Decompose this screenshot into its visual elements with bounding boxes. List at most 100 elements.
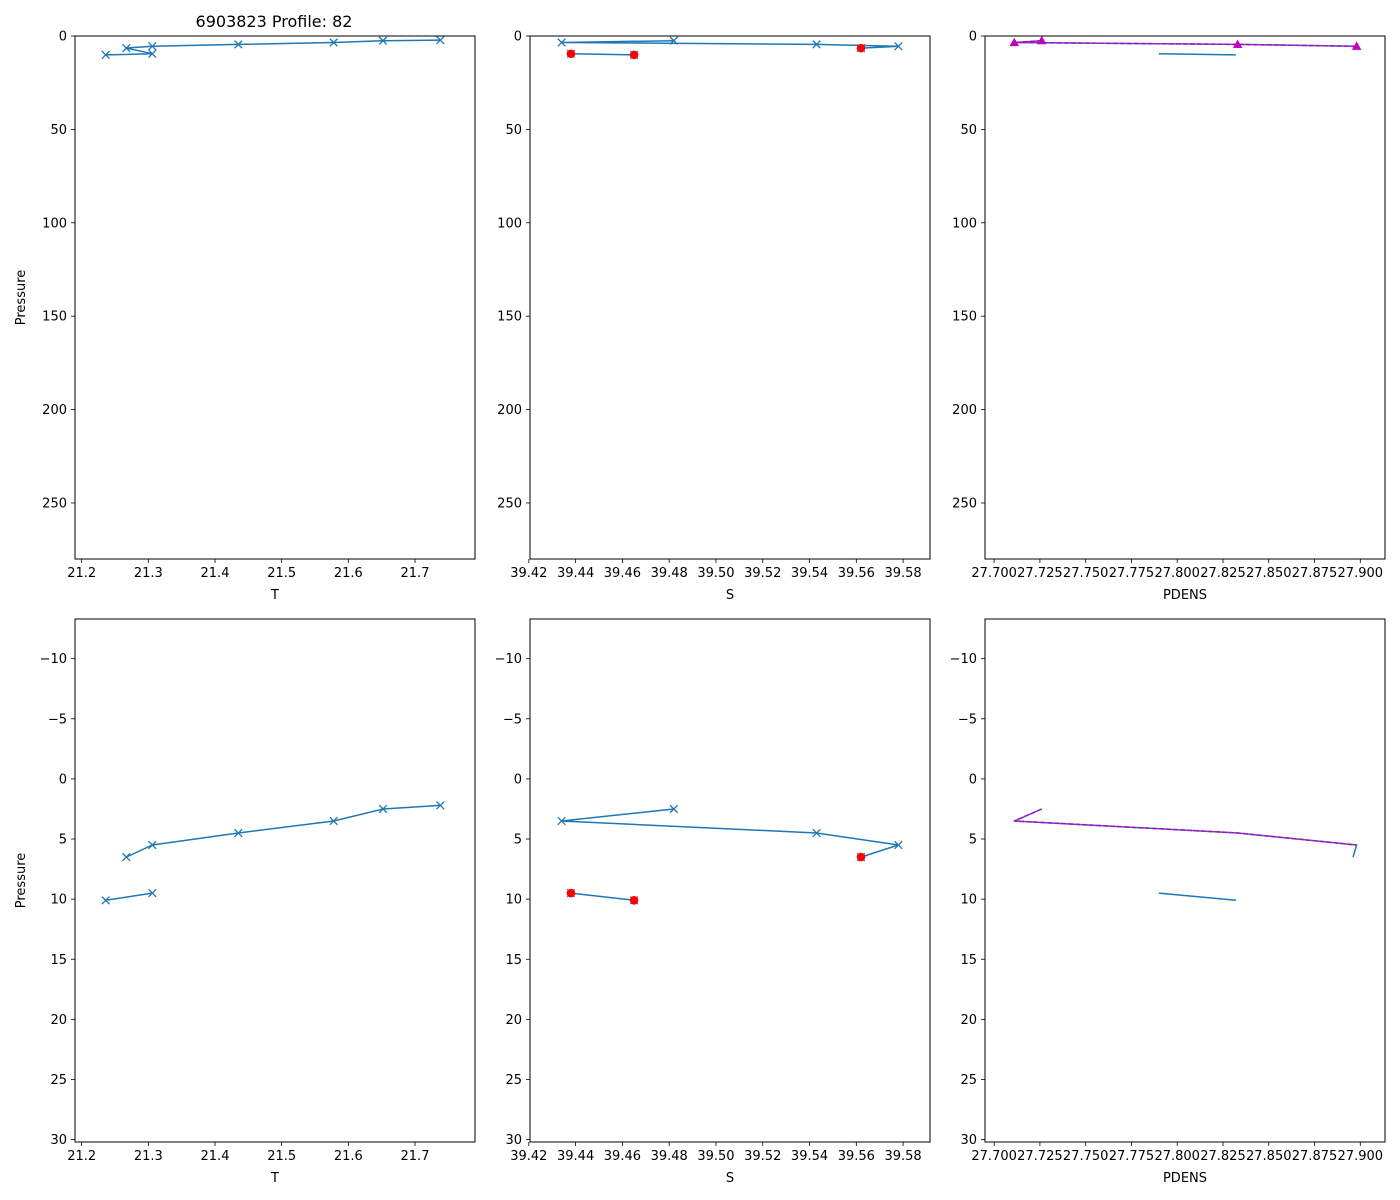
plot-data (1013, 808, 1358, 902)
x-tick-label: 39.52 (744, 566, 781, 581)
x-tick-label: 21.3 (134, 1149, 163, 1164)
series-T-lower (101, 888, 157, 905)
x-axis-label: T (270, 588, 279, 603)
x-tick-label: 27.775 (1109, 566, 1155, 581)
series-flagged (566, 43, 866, 60)
series-PDENS-smoothed (1013, 808, 1357, 846)
plot-data (101, 801, 445, 905)
panel-top-PDENS: 27.700 27.725 27.750 27.775 27.800 27.825 27.8… (952, 30, 1386, 603)
data-point (1232, 39, 1243, 49)
x-tick-label: 27.725 (1017, 1149, 1063, 1164)
x-tick-label: 21.7 (401, 566, 430, 581)
series-line (1013, 808, 1357, 846)
x-tick-label: 27.875 (1292, 1149, 1338, 1164)
y-tick-label: 30 (50, 1133, 67, 1148)
plot-frame (984, 618, 1386, 1143)
y-tick-label: 20 (505, 1013, 522, 1028)
x-axis-label: PDENS (1163, 588, 1207, 603)
data-point (378, 36, 388, 45)
series-flagged (566, 852, 866, 905)
x-tick-label: 27.700 (971, 1149, 1017, 1164)
series-line (105, 892, 153, 902)
data-point (378, 804, 388, 814)
y-tick-label: 5 (514, 833, 522, 848)
flagged-point (566, 888, 576, 898)
y-tick-label: 5 (59, 833, 67, 848)
data-point (148, 42, 157, 51)
x-tick-label: 27.750 (1063, 566, 1109, 581)
y-tick-label: 50 (505, 123, 522, 138)
x-tick-label: 21.4 (201, 566, 230, 581)
x-tick-label: 39.46 (604, 1149, 641, 1164)
x-tick-label: 39.54 (791, 566, 828, 581)
series-line (570, 892, 635, 902)
panel-top-T: 21.2 21.3 21.4 21.5 21.6 21.7 0 50 100 150 200 250 T… (14, 30, 476, 603)
x-tick-label: 27.900 (1338, 1149, 1384, 1164)
x-tick-label: 21.6 (334, 1149, 363, 1164)
series-line (570, 52, 635, 56)
x-tick-label: 39.42 (510, 566, 547, 581)
y-tick-label: 0 (514, 30, 522, 45)
x-tick-label: 39.44 (557, 566, 594, 581)
plot-frame (529, 35, 931, 560)
y-tick-label: 10 (960, 893, 977, 908)
x-tick-label: 39.56 (838, 566, 875, 581)
data-point (812, 40, 821, 49)
data-point (101, 50, 110, 60)
x-tick-label: 21.2 (67, 1149, 96, 1164)
series-line (1013, 39, 1357, 48)
x-tick-label: 39.44 (557, 1149, 594, 1164)
panel-bottom-T: 21.2 21.3 21.4 21.5 21.6 21.7 −10 −5 0 5 10 15 20 25 3… (14, 618, 476, 1186)
y-tick-label: 0 (59, 772, 67, 787)
y-tick-label: 20 (960, 1013, 977, 1028)
y-tick-label: −5 (958, 712, 977, 727)
y-tick-label: 100 (497, 216, 522, 231)
data-point (1009, 37, 1020, 47)
x-tick-label: 39.48 (651, 1149, 688, 1164)
y-tick-label: −10 (950, 652, 977, 667)
y-tick-label: 200 (497, 403, 522, 418)
x-tick-label: 21.3 (134, 566, 163, 581)
series-line (105, 39, 441, 56)
y-tick-label: 15 (505, 953, 522, 968)
y-tick-label: 30 (960, 1133, 977, 1148)
x-tick-label: 27.825 (1200, 566, 1246, 581)
x-tick-label: 39.58 (884, 1149, 921, 1164)
x-tick-label: 27.750 (1063, 1149, 1109, 1164)
panel-top-S: 39.42 39.44 39.46 39.48 39.50 39.52 39.54 39.56… (497, 30, 931, 603)
y-tick-label: 200 (952, 403, 977, 418)
plot-frame (529, 618, 931, 1143)
x-axis-label: PDENS (1163, 1171, 1207, 1186)
y-tick-label: 25 (505, 1073, 522, 1088)
x-tick-label: 21.5 (267, 1149, 296, 1164)
x-tick-label: 21.7 (401, 1149, 430, 1164)
data-point (812, 828, 821, 838)
series-T (101, 36, 445, 60)
x-axis-label: T (270, 1171, 279, 1186)
flagged-point (629, 50, 639, 60)
y-tick-label: 0 (59, 30, 67, 45)
data-point (148, 840, 157, 850)
series-line (1158, 892, 1236, 902)
flagged-point (856, 852, 866, 862)
x-tick-label: 27.875 (1292, 566, 1338, 581)
y-axis-label: Pressure (14, 853, 29, 909)
y-tick-label: 15 (50, 953, 67, 968)
y-axis-label: Pressure (14, 270, 29, 326)
series-T (122, 801, 445, 862)
y-tick-label: 250 (42, 496, 67, 511)
data-point (329, 816, 338, 826)
y-tick-label: 250 (952, 496, 977, 511)
y-tick-label: 20 (50, 1013, 67, 1028)
x-tick-label: 21.5 (267, 566, 296, 581)
x-tick-label: 27.900 (1338, 566, 1384, 581)
x-axis-label: S (726, 588, 734, 603)
x-tick-label: 27.850 (1246, 1149, 1292, 1164)
y-tick-label: 250 (497, 496, 522, 511)
x-tick-label: 39.54 (791, 1149, 828, 1164)
y-tick-label: 50 (960, 123, 977, 138)
y-tick-label: 100 (952, 216, 977, 231)
data-point (436, 36, 445, 45)
y-tick-label: −5 (503, 712, 522, 727)
x-tick-label: 27.800 (1154, 1149, 1200, 1164)
